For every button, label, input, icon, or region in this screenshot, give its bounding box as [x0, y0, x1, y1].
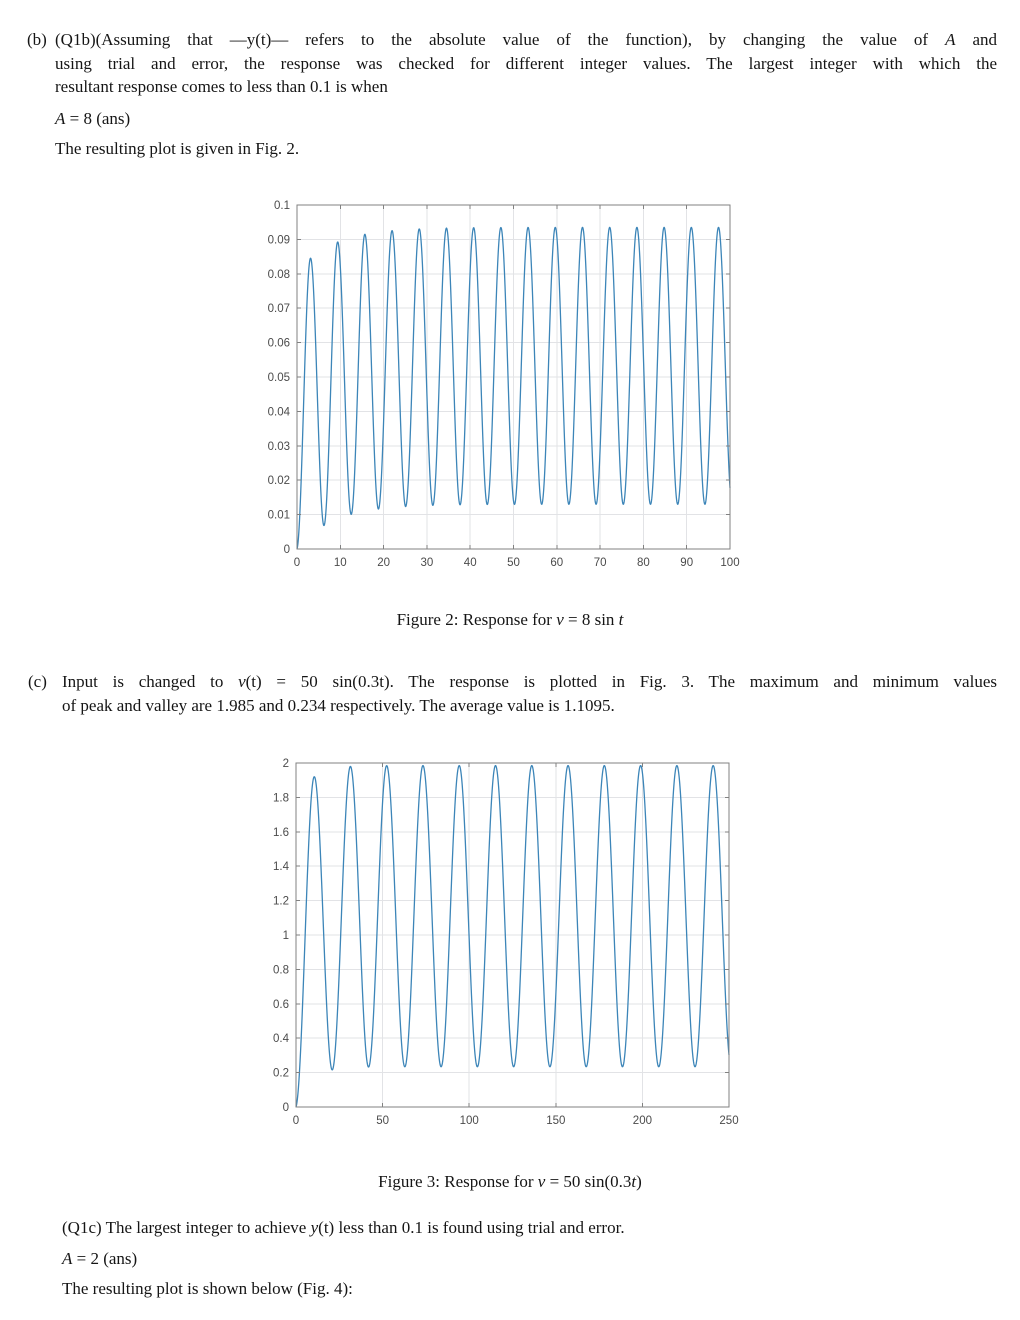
- y-tick-label: 1.2: [273, 896, 289, 908]
- figure3-caption-post: ): [636, 1172, 642, 1191]
- figure2-plot: 0 10 20 30 40 50 60 70 80 90 100 0 0.01 0.02 0.03 0.04 0…: [240, 184, 780, 584]
- x-tick-label: 50: [376, 1115, 389, 1127]
- x-tick-label: 10: [334, 557, 347, 569]
- item-c-line1: Input is changed to v(t) = 50 sin(0.3t).…: [62, 670, 997, 694]
- y-tick-label: 1.6: [273, 827, 289, 839]
- y-tick-label: 1.4: [273, 861, 290, 873]
- item-c-line1-post: (t) = 50 sin(0.3t). The response is plot…: [245, 672, 997, 691]
- y-tick-label: 0.01: [268, 510, 290, 522]
- figure3-plot: 0 50 100 150 200 250 0 0.2 0.4 0.6 0.8 1 1.2 1.4 1.6 1.…: [239, 742, 779, 1142]
- y-tick-label: 0.05: [268, 372, 290, 384]
- item-b-note: The resulting plot is given in Fig. 2.: [55, 139, 300, 158]
- response-curve: [296, 226, 731, 550]
- figure2-caption: Figure 2: Response for v = 8 sin t: [240, 610, 780, 630]
- math-var-A: A: [62, 1249, 73, 1268]
- figure3-caption: Figure 3: Response for v = 50 sin(0.3t): [240, 1172, 780, 1192]
- y-tick-label: 0: [283, 1102, 289, 1114]
- math-var-t: t: [618, 610, 624, 629]
- x-tick-label: 20: [377, 557, 390, 569]
- item-q1c-pre: (Q1c) The largest integer to achieve: [62, 1218, 311, 1237]
- x-tick-label: 150: [546, 1115, 565, 1127]
- x-tick-label: 60: [550, 557, 563, 569]
- math-var-A: A: [55, 109, 66, 128]
- item-q1c-line1: (Q1c) The largest integer to achieve y(t…: [62, 1216, 625, 1240]
- x-tick-label: 90: [680, 557, 693, 569]
- y-tick-label: 0.08: [268, 269, 290, 281]
- y-tick-label: 0.03: [268, 441, 290, 453]
- y-tick-label: 0.06: [268, 338, 290, 350]
- figure2-caption-mid: = 8 sin: [563, 610, 619, 629]
- x-tick-label: 0: [293, 1115, 299, 1127]
- y-tick-label: 0: [284, 544, 290, 556]
- y-tick-label: 1: [283, 930, 289, 942]
- math-var-v: v: [556, 610, 564, 629]
- y-tick-label: 0.07: [268, 303, 290, 315]
- item-q1c-answer: A = 2 (ans): [62, 1247, 137, 1271]
- y-tick-label: 0.09: [268, 234, 290, 246]
- y-tick-label: 0.8: [273, 964, 289, 976]
- item-b-line1: (Q1b)(Assuming that —y(t)— refers to the…: [55, 28, 997, 52]
- x-tick-label: 100: [720, 557, 739, 569]
- item-b-answer-rest: = 8 (ans): [65, 109, 131, 128]
- math-var-v: v: [537, 1172, 546, 1191]
- item-b-answer: A = 8 (ans): [55, 107, 130, 131]
- y-tick-label: 2: [283, 758, 289, 770]
- item-c-line1-pre: Input is changed to: [62, 672, 239, 691]
- figure3-caption-text: Figure 3: Response for: [378, 1172, 538, 1191]
- x-tick-label: 70: [594, 557, 607, 569]
- x-tick-label: 0: [294, 557, 300, 569]
- item-b-line1-post: and: [955, 30, 998, 49]
- x-tick-label: 30: [421, 557, 434, 569]
- item-b-label: (b): [27, 30, 47, 49]
- item-b-line3: resultant response comes to less than 0.…: [55, 77, 388, 97]
- plot-svg: 0 10 20 30 40 50 60 70 80 90 100 0 0.01 0.02 0.03 0.04 0…: [268, 200, 740, 569]
- item-c-line2: of peak and valley are 1.985 and 0.234 r…: [62, 695, 615, 715]
- y-tick-label: 0.04: [268, 406, 291, 418]
- y-tick-label: 1.8: [273, 792, 289, 804]
- item-b-line2: using trial and error, the response was …: [55, 53, 997, 73]
- math-var-A: A: [945, 30, 956, 49]
- math-var-v: v: [238, 672, 246, 691]
- x-tick-label: 250: [719, 1115, 738, 1127]
- x-tick-label: 100: [460, 1115, 479, 1127]
- x-tick-label: 50: [507, 557, 520, 569]
- item-q1c-note: The resulting plot is shown below (Fig. …: [62, 1279, 353, 1298]
- y-tick-label: 0.6: [273, 999, 289, 1011]
- item-b-line1-pre: (Q1b)(Assuming that —y(t)— refers to the…: [55, 30, 946, 49]
- math-var-y: y: [310, 1218, 319, 1237]
- item-q1c-answer-rest: = 2 (ans): [72, 1249, 138, 1268]
- y-tick-label: 0.02: [268, 475, 290, 487]
- item-q1c-post: (t) less than 0.1 is found using trial a…: [318, 1218, 625, 1237]
- figure3-caption-mid: = 50 sin(0.3: [545, 1172, 632, 1191]
- response-curve: [295, 764, 730, 1108]
- item-c-label: (c): [28, 672, 47, 691]
- item-b-paragraph: (Q1b)(Assuming that —y(t)— refers to the…: [55, 28, 997, 99]
- math-var-t: t: [631, 1172, 637, 1191]
- figure2-caption-text: Figure 2: Response for: [396, 610, 557, 629]
- y-tick-label: 0.4: [273, 1033, 290, 1045]
- y-tick-label: 0.1: [274, 200, 290, 212]
- y-tick-label: 0.2: [273, 1068, 289, 1080]
- plot-svg: 0 50 100 150 200 250 0 0.2 0.4 0.6 0.8 1 1.2 1.4 1.6 1.…: [273, 758, 739, 1127]
- x-tick-label: 200: [633, 1115, 652, 1127]
- x-tick-label: 80: [637, 557, 650, 569]
- x-tick-label: 40: [464, 557, 477, 569]
- item-c-paragraph: Input is changed to v(t) = 50 sin(0.3t).…: [62, 670, 997, 717]
